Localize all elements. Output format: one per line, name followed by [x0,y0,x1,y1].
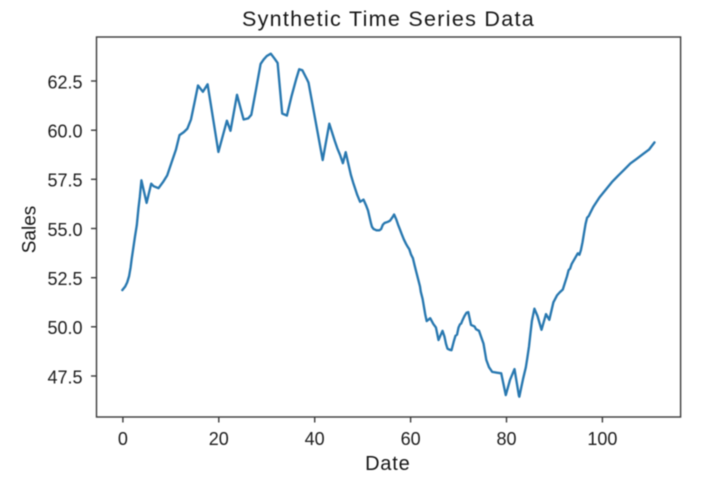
svg-text:52.5: 52.5 [47,269,82,289]
svg-text:60: 60 [401,429,421,449]
svg-text:40: 40 [305,429,325,449]
svg-text:20: 20 [209,429,229,449]
svg-text:57.5: 57.5 [47,171,82,191]
svg-text:0: 0 [118,429,128,449]
svg-text:50.0: 50.0 [47,318,82,338]
svg-text:55.0: 55.0 [47,220,82,240]
svg-text:62.5: 62.5 [47,72,82,92]
svg-text:60.0: 60.0 [47,122,82,142]
svg-text:Date: Date [365,453,410,475]
svg-text:Sales: Sales [19,206,40,254]
svg-text:80: 80 [496,429,516,449]
svg-text:100: 100 [587,429,617,449]
svg-text:47.5: 47.5 [47,367,82,387]
svg-text:Synthetic Time Series Data: Synthetic Time Series Data [242,7,535,31]
